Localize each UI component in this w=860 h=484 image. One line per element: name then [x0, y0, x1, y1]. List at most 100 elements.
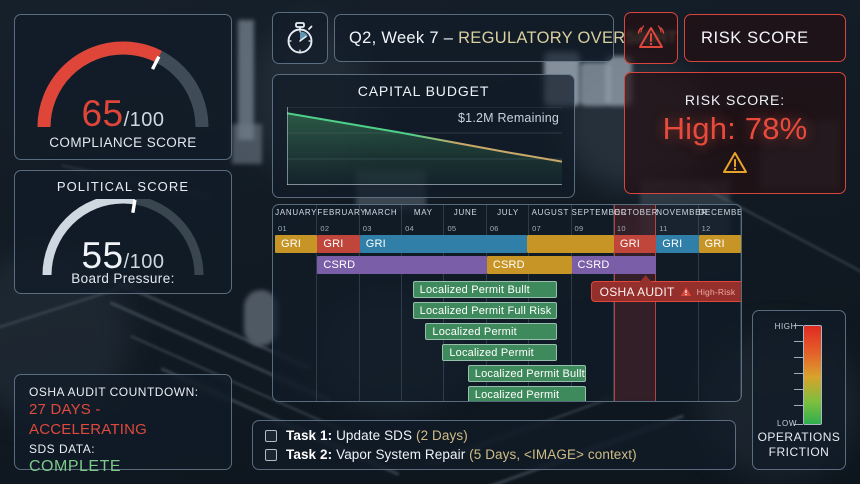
osha-countdown-value: 27 DAYS - ACCELERATING	[29, 401, 147, 438]
gantt-bar[interactable]: CSRD	[486, 256, 572, 274]
gantt-column-11[interactable]	[656, 205, 699, 401]
gantt-month-number: 10	[616, 224, 626, 233]
compliance-score-caption: COMPLIANCE SCORE	[49, 135, 197, 150]
task-row[interactable]: Task 2: Vapor System Repair (5 Days, <IM…	[265, 447, 723, 462]
period-label: Q2, Week 7 –	[349, 28, 459, 47]
friction-caption-line2: FRICTION	[768, 444, 830, 459]
task-checkbox[interactable]	[265, 448, 277, 461]
osha-callout-title: OSHA AUDIT	[599, 284, 675, 299]
task-list-panel: Task 1: Update SDS (2 Days) Task 2: Vapo…	[252, 420, 736, 470]
gantt-task-bar[interactable]: Localized Permit Bullt	[412, 281, 557, 298]
sds-data-label: SDS DATA:	[29, 441, 96, 456]
gantt-bar[interactable]: CSRD	[571, 256, 657, 274]
friction-tick-marks	[794, 325, 803, 425]
gantt-month-label: JUNE	[453, 208, 478, 217]
political-gauge	[42, 199, 204, 276]
operations-friction-caption: OPERATIONS FRICTION	[753, 430, 845, 459]
gantt-bar[interactable]: CSRD	[317, 256, 487, 274]
gantt-bar[interactable]: GRI	[317, 235, 360, 253]
task-name: Vapor System Repair	[332, 447, 470, 462]
gantt-column-12[interactable]	[699, 205, 741, 401]
phase-label: REGULATORY OVERSIGHT	[458, 28, 678, 47]
risk-score-caption: RISK SCORE:	[684, 92, 786, 108]
political-score-panel: POLITICAL SCORE 55/100 Board Pressure:	[14, 170, 232, 294]
gantt-month-number: 05	[447, 224, 457, 233]
osha-callout-badge: High-Risk	[696, 286, 736, 297]
gantt-month-label: JANUARY	[275, 208, 318, 217]
gantt-month-label: DECEMBER	[698, 208, 741, 217]
political-score-value: 55	[81, 235, 124, 276]
stopwatch-icon	[272, 12, 328, 64]
friction-caption-line1: OPERATIONS	[757, 430, 841, 445]
gantt-bar[interactable]: GRI	[359, 235, 528, 253]
risk-score-panel: RISK SCORE: High: 78%	[624, 72, 846, 194]
osha-countdown-label: OSHA AUDIT COUNTDOWN:	[29, 385, 199, 399]
period-header: Q2, Week 7 – REGULATORY OVERSIGHT	[334, 14, 677, 62]
gantt-month-number: 07	[532, 224, 542, 233]
gantt-month-number: 02	[320, 224, 330, 233]
gantt-bar[interactable]	[527, 235, 614, 253]
gantt-column-09[interactable]	[572, 205, 614, 401]
capital-budget-panel: CAPITAL BUDGET $1.2M Remaining	[272, 74, 575, 198]
gantt-task-bar[interactable]: Localized Permit Bullt	[467, 365, 587, 382]
task-row[interactable]: Task 1: Update SDS (2 Days)	[265, 428, 723, 443]
gantt-bar[interactable]: GRI	[275, 235, 318, 253]
gantt-month-number: 03	[362, 224, 372, 233]
task-id: Task 1:	[286, 428, 333, 443]
task-name: Update SDS	[332, 428, 416, 443]
capital-budget-chart: $1.2M Remaining	[287, 107, 562, 185]
compliance-score-value: 65	[81, 93, 124, 134]
task-checkbox[interactable]	[265, 429, 277, 442]
warning-triangle-icon	[680, 287, 691, 296]
risk-score-header-label: RISK SCORE	[701, 28, 809, 47]
risk-score-header: RISK SCORE	[684, 14, 846, 62]
gantt-month-number: 12	[701, 224, 711, 233]
gantt-month-label: MAY	[413, 208, 433, 217]
task-meta: (2 Days)	[415, 428, 468, 443]
risk-score-value: High: 78%	[662, 111, 808, 146]
board-pressure-label: Board Pressure:	[71, 271, 175, 286]
risk-warning-triangle-icon	[723, 152, 747, 173]
gantt-month-number: 04	[405, 224, 415, 233]
gantt-month-label: AUGUST	[531, 208, 570, 217]
friction-gradient-bar	[803, 325, 822, 425]
gantt-task-bar[interactable]: Localized Permit	[425, 323, 557, 340]
gantt-month-number: 09	[574, 224, 584, 233]
osha-audit-callout[interactable]: OSHA AUDIT High-Risk	[590, 275, 741, 302]
gantt-bar[interactable]: GRI	[698, 235, 741, 253]
gantt-column-02[interactable]	[317, 205, 360, 401]
gantt-month-number: 06	[489, 224, 499, 233]
compliance-gauge	[37, 41, 209, 128]
risk-warning-triangle-icon	[624, 12, 678, 64]
operations-friction-legend: HIGH LOW OPERATIONS FRICTION	[752, 310, 846, 470]
gantt-task-bar[interactable]: Localized Permit Full Risk	[412, 302, 557, 319]
callout-pointer	[639, 275, 652, 282]
gantt-month-label: SEPTEMBER	[571, 208, 628, 217]
gantt-column-07[interactable]	[529, 205, 572, 401]
compliance-score-panel: 65/100 COMPLIANCE SCORE	[14, 14, 232, 160]
gantt-column-03[interactable]	[360, 205, 403, 401]
gantt-bar[interactable]: GRI	[613, 235, 657, 253]
friction-low-label: LOW	[776, 419, 797, 428]
gantt-month-label: FEBRUARY	[317, 208, 367, 217]
capital-budget-remaining: $1.2M Remaining	[458, 111, 559, 125]
compliance-timeline-gantt[interactable]: JANUARY 01 FEBRUARY 02 MARCH 03 MAY 04 JUNE 05 JUL…	[272, 204, 742, 402]
compliance-score-denominator: /100	[123, 109, 165, 131]
political-score-title: POLITICAL SCORE	[56, 179, 190, 194]
gantt-month-label: NOVEMBER	[656, 208, 708, 217]
gantt-bar[interactable]: GRI	[656, 235, 699, 253]
osha-status-panel: OSHA AUDIT COUNTDOWN: 27 DAYS - ACCELERA…	[14, 374, 232, 475]
gantt-month-number: 11	[659, 224, 668, 233]
gantt-column-01[interactable]	[275, 205, 318, 401]
gantt-month-label: OCTOBER	[613, 208, 659, 217]
gantt-month-label: MARCH	[364, 208, 398, 217]
gantt-month-label: JULY	[497, 208, 519, 217]
task-meta: (5 Days, <IMAGE> context)	[469, 447, 637, 462]
sds-data-value: COMPLETE	[29, 458, 122, 476]
task-id: Task 2:	[286, 447, 333, 462]
gantt-task-bar[interactable]: Localized Permit	[467, 386, 587, 401]
political-score-denominator: /100	[123, 251, 165, 273]
capital-budget-title: CAPITAL BUDGET	[357, 83, 490, 99]
friction-high-label: HIGH	[774, 322, 797, 331]
gantt-task-bar[interactable]: Localized Permit	[442, 344, 557, 361]
